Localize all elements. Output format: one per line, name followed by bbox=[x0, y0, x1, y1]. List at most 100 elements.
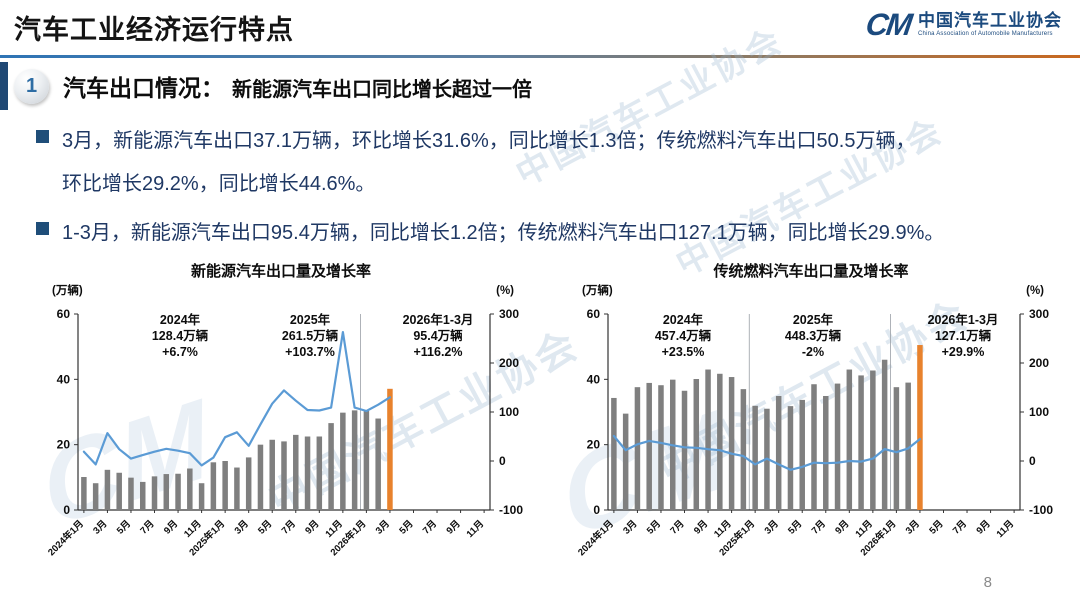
bar bbox=[775, 395, 782, 510]
bar bbox=[210, 462, 217, 510]
chart-title: 传统燃料汽车出口量及增长率 bbox=[712, 262, 908, 280]
svg-text:100: 100 bbox=[1029, 405, 1049, 419]
annotation-volume: 95.4万辆 bbox=[413, 328, 463, 343]
annotation-year: 2025年 bbox=[290, 312, 331, 327]
x-axis-label: 9月 bbox=[444, 518, 462, 536]
bar bbox=[634, 387, 641, 510]
x-axis-label: 5月 bbox=[397, 518, 415, 536]
x-axis-label: 7月 bbox=[668, 518, 686, 536]
chart-fuel-exports: 传统燃料汽车出口量及增长率 (万辆) (%) 0 20 40 60 -100 0 100 200 30… bbox=[558, 258, 1063, 593]
bar bbox=[846, 369, 853, 510]
bar bbox=[787, 406, 794, 510]
svg-text:0: 0 bbox=[1029, 454, 1036, 468]
x-axis-label: 7月 bbox=[421, 518, 439, 536]
bar bbox=[834, 383, 841, 510]
x-axis-label: 3月 bbox=[233, 518, 251, 536]
bar bbox=[893, 387, 900, 510]
x-axis-label: 11月 bbox=[465, 518, 487, 540]
bar bbox=[823, 395, 829, 510]
svg-text:100: 100 bbox=[499, 405, 519, 419]
bar-highlight bbox=[917, 345, 923, 510]
chart-nev-exports: 新能源汽车出口量及增长率 (万辆) (%) 0 20 40 60 -100 0 100 200 300… bbox=[28, 258, 533, 593]
bar bbox=[693, 379, 700, 510]
svg-text:300: 300 bbox=[499, 307, 519, 321]
bar bbox=[363, 411, 370, 510]
header-divider bbox=[0, 55, 1080, 58]
section-title: 汽车出口情况： bbox=[63, 75, 224, 101]
bar bbox=[375, 418, 381, 510]
svg-text:20: 20 bbox=[587, 438, 601, 452]
bar-highlight bbox=[387, 388, 393, 510]
x-axis-label: 9月 bbox=[162, 518, 180, 536]
svg-text:200: 200 bbox=[1029, 356, 1049, 370]
bar bbox=[881, 359, 888, 510]
x-axis-label: 9月 bbox=[974, 518, 992, 536]
svg-text:60: 60 bbox=[57, 307, 71, 321]
svg-text:-100: -100 bbox=[1029, 503, 1053, 517]
x-axis-label: 2024年1月 bbox=[45, 518, 86, 559]
bullet-item: 3月，新能源汽车出口37.1万辆，环比增长31.6%，同比增长1.3倍；传统燃料… bbox=[36, 120, 1050, 206]
x-axis-label: 9月 bbox=[303, 518, 321, 536]
annotation-volume: 127.1万辆 bbox=[935, 328, 992, 343]
bar bbox=[104, 469, 111, 510]
annotation-growth: +29.9% bbox=[942, 345, 985, 359]
x-axis-label: 2024年1月 bbox=[575, 518, 616, 559]
annotation-year: 2026年1-3月 bbox=[403, 312, 474, 327]
x-axis-label: 3月 bbox=[904, 518, 922, 536]
svg-text:40: 40 bbox=[57, 372, 71, 386]
bar bbox=[304, 436, 311, 510]
x-axis-label: 3月 bbox=[91, 518, 109, 536]
bar bbox=[811, 384, 817, 510]
x-axis-label: 5月 bbox=[256, 518, 274, 536]
annotation-growth: -2% bbox=[802, 345, 824, 359]
bar bbox=[163, 474, 170, 510]
section-number-badge: 1 bbox=[14, 68, 49, 104]
page-number: 8 bbox=[983, 574, 992, 591]
page-title: 汽车工业经济运行特点 bbox=[14, 15, 294, 45]
svg-text:-100: -100 bbox=[499, 503, 523, 517]
section-header: 1 汽车出口情况： 新能源汽车出口同比增长超过一倍 bbox=[0, 62, 532, 110]
bar bbox=[870, 370, 876, 510]
x-axis-label: 7月 bbox=[951, 518, 969, 536]
bar bbox=[646, 382, 652, 510]
bar bbox=[905, 382, 911, 510]
bar bbox=[799, 399, 805, 510]
growth-line bbox=[82, 330, 391, 467]
x-axis-label: 7月 bbox=[810, 518, 828, 536]
bar bbox=[234, 467, 240, 510]
annotation-year: 2025年 bbox=[793, 312, 834, 327]
bullet-text: 3月，新能源汽车出口37.1万辆，环比增长31.6%，同比增长1.3倍；传统燃料… bbox=[62, 130, 916, 195]
section-subtitle: 新能源汽车出口同比增长超过一倍 bbox=[232, 79, 532, 101]
svg-text:20: 20 bbox=[57, 438, 71, 452]
bar bbox=[92, 483, 99, 510]
bar bbox=[611, 397, 617, 510]
x-axis-label: 5月 bbox=[927, 518, 945, 536]
bar bbox=[858, 375, 864, 510]
x-axis-label: 5月 bbox=[115, 518, 133, 536]
bar bbox=[658, 385, 664, 510]
bar bbox=[151, 476, 158, 510]
bar bbox=[340, 412, 346, 510]
bullet-square-icon bbox=[36, 130, 49, 143]
growth-line bbox=[612, 434, 921, 471]
left-axis-unit: (万辆) bbox=[52, 283, 83, 297]
left-axis-unit: (万辆) bbox=[582, 283, 613, 297]
bar bbox=[740, 389, 747, 510]
caam-logo: CM 中国汽车工业协会 China Association of Automob… bbox=[863, 7, 1062, 43]
bar bbox=[139, 481, 146, 510]
x-axis-label: 3月 bbox=[374, 518, 392, 536]
bullet-text: 1-3月，新能源汽车出口95.4万辆，同比增长1.2倍；传统燃料汽车出口127.… bbox=[62, 222, 945, 244]
annotation-growth: +103.7% bbox=[285, 345, 335, 359]
bar bbox=[351, 410, 358, 510]
bar bbox=[269, 439, 275, 510]
bar bbox=[293, 434, 299, 510]
svg-text:0: 0 bbox=[499, 454, 506, 468]
svg-text:40: 40 bbox=[587, 372, 601, 386]
annotation-volume: 448.3万辆 bbox=[785, 328, 842, 343]
bar bbox=[681, 390, 688, 510]
svg-text:0: 0 bbox=[593, 503, 600, 517]
caam-name-en: China Association of Automobile Manufact… bbox=[918, 31, 1053, 38]
bar bbox=[222, 461, 228, 510]
x-axis-label: 11月 bbox=[995, 518, 1017, 540]
bar bbox=[81, 477, 87, 510]
